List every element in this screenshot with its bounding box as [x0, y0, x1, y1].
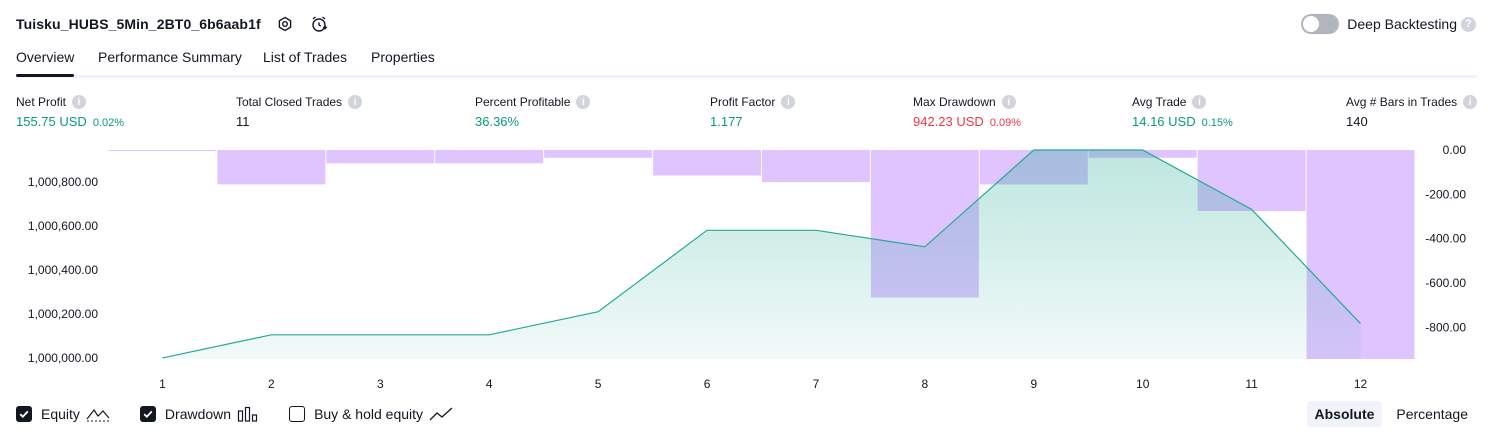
metric-percent: 0.09% — [989, 117, 1022, 129]
info-icon[interactable]: i — [72, 95, 87, 109]
deep-backtesting-toggle[interactable] — [1301, 14, 1340, 34]
legend-label: Drawdown — [164, 406, 232, 422]
tab-overview[interactable]: Overview — [16, 49, 75, 77]
info-icon[interactable]: i — [1192, 95, 1207, 109]
metric-max-drawdown: Max Drawdown i 942.23 USD 0.09% — [913, 94, 1021, 130]
metric-percent: 0.15% — [1201, 117, 1233, 129]
metric-net-profit: Net Profit i 155.75 USD 0.02% — [16, 94, 124, 130]
right-tick-label: -800.00 — [1425, 320, 1466, 334]
x-tick-label: 3 — [377, 377, 384, 391]
equity-line-icon — [86, 406, 110, 422]
info-icon[interactable]: i — [576, 95, 591, 109]
x-tick-label: 12 — [1354, 377, 1368, 391]
chart-legend: Equity Drawdown Buy & hold equity — [16, 404, 483, 424]
equity-area-fill — [162, 150, 1361, 359]
metric-total-closed-trades: Total Closed Trades i 11 — [236, 94, 363, 130]
metric-label: Total Closed Trades — [236, 95, 343, 109]
drawdown-bar — [653, 150, 761, 176]
strategy-title: Tuisku_HUBS_5Min_2BT0_6b6aab1f — [16, 16, 261, 32]
equity-area — [162, 149, 1361, 359]
left-tick-label: 1,000,600.00 — [28, 219, 98, 233]
tab-bar: Overview Performance Summary List of Tra… — [16, 44, 1477, 78]
legend-equity[interactable]: Equity — [16, 406, 110, 422]
tab-list-of-trades[interactable]: List of Trades — [263, 49, 348, 65]
deep-backtesting: Deep Backtesting ? — [1301, 13, 1476, 35]
deep-backtesting-label: Deep Backtesting — [1347, 16, 1457, 32]
x-tick-label: 11 — [1245, 377, 1258, 391]
x-tick-label: 9 — [1030, 377, 1037, 391]
buy-hold-checkbox[interactable] — [289, 406, 306, 422]
info-icon[interactable]: i — [1001, 95, 1016, 109]
metric-value: 1.177 — [710, 114, 743, 129]
add-alert-icon[interactable] — [309, 14, 329, 34]
metric-percent-profitable: Percent Profitable i 36.36% — [475, 94, 591, 130]
metric-profit-factor: Profit Factor i 1.177 — [710, 94, 796, 130]
metric-value: 155.75 USD — [16, 114, 87, 129]
gear-icon[interactable] — [275, 14, 295, 34]
drawdown-bar — [762, 150, 870, 183]
x-tick-label: 10 — [1136, 377, 1150, 391]
left-tick-label: 1,000,400.00 — [28, 263, 98, 277]
drawdown-bar — [108, 150, 217, 152]
x-tick-label: 6 — [704, 377, 711, 391]
right-axis: 0.00 -200.00 -400.00 -600.00 -800.00 — [1425, 143, 1466, 334]
x-tick-label: 7 — [813, 377, 820, 391]
legend-label: Equity — [41, 406, 80, 422]
buy-hold-line-icon — [429, 406, 453, 422]
x-tick-label: 8 — [922, 377, 929, 391]
equity-drawdown-chart[interactable]: 1,000,000.00 1,000,200.00 1,000,400.00 1,00… — [0, 140, 1494, 396]
mode-absolute-button[interactable]: Absolute — [1306, 401, 1383, 427]
metric-value: 942.23 USD — [913, 114, 984, 129]
x-tick-label: 5 — [595, 377, 602, 391]
left-tick-label: 1,000,800.00 — [28, 175, 98, 189]
x-axis: 1 2 3 4 5 6 7 8 9 10 11 12 — [159, 377, 1367, 391]
metric-label: Avg Trade — [1132, 95, 1187, 109]
drawdown-bar — [326, 150, 435, 164]
left-tick-label: 1,000,200.00 — [28, 307, 98, 321]
x-tick-label: 2 — [268, 377, 275, 391]
metric-value: 36.36% — [475, 114, 520, 129]
metric-avg-bars-in-trades: Avg # Bars in Trades i 140 — [1346, 94, 1478, 130]
drawdown-checkbox[interactable] — [139, 406, 156, 422]
right-tick-label: -200.00 — [1425, 187, 1466, 201]
metric-value: 11 — [236, 114, 250, 129]
right-tick-label: -400.00 — [1425, 232, 1466, 246]
metric-percent: 0.02% — [92, 117, 125, 129]
metric-value: 140 — [1346, 114, 1368, 129]
right-tick-label: -600.00 — [1425, 276, 1466, 290]
drawdown-bar — [435, 150, 544, 164]
metric-label: Avg # Bars in Trades — [1346, 95, 1458, 109]
metric-label: Net Profit — [16, 95, 67, 109]
tab-performance-summary[interactable]: Performance Summary — [98, 49, 242, 65]
legend-label: Buy & hold equity — [314, 406, 424, 422]
legend-drawdown[interactable]: Drawdown — [139, 406, 259, 422]
legend-buy-hold-equity[interactable]: Buy & hold equity — [289, 406, 453, 422]
metric-avg-trade: Avg Trade i 14.16 USD 0.15% — [1132, 94, 1233, 130]
toggle-knob — [1303, 16, 1320, 32]
metric-label: Max Drawdown — [913, 95, 996, 109]
strategy-header: Tuisku_HUBS_5Min_2BT0_6b6aab1f — [16, 13, 329, 35]
drawdown-bar — [544, 150, 653, 158]
metric-label: Profit Factor — [710, 95, 776, 109]
metric-label: Percent Profitable — [475, 95, 571, 109]
help-icon[interactable]: ? — [1461, 16, 1476, 32]
tab-properties[interactable]: Properties — [371, 49, 435, 65]
drawdown-bars-icon — [237, 406, 259, 422]
equity-checkbox[interactable] — [16, 406, 32, 422]
info-icon[interactable]: i — [1463, 95, 1478, 109]
mode-percentage-button[interactable]: Percentage — [1396, 406, 1468, 422]
left-tick-label: 1,000,000.00 — [28, 351, 98, 365]
info-icon[interactable]: i — [781, 95, 796, 109]
drawdown-bar — [217, 150, 326, 185]
scale-mode-switch: Absolute Percentage — [1301, 400, 1477, 428]
info-icon[interactable]: i — [348, 95, 363, 109]
x-tick-label: 4 — [486, 377, 493, 391]
equity-line — [162, 149, 1361, 359]
right-tick-label: 0.00 — [1443, 143, 1467, 157]
left-axis: 1,000,000.00 1,000,200.00 1,000,400.00 1,00… — [28, 175, 98, 365]
metric-value: 14.16 USD — [1132, 114, 1196, 129]
x-tick-label: 1 — [159, 377, 166, 391]
